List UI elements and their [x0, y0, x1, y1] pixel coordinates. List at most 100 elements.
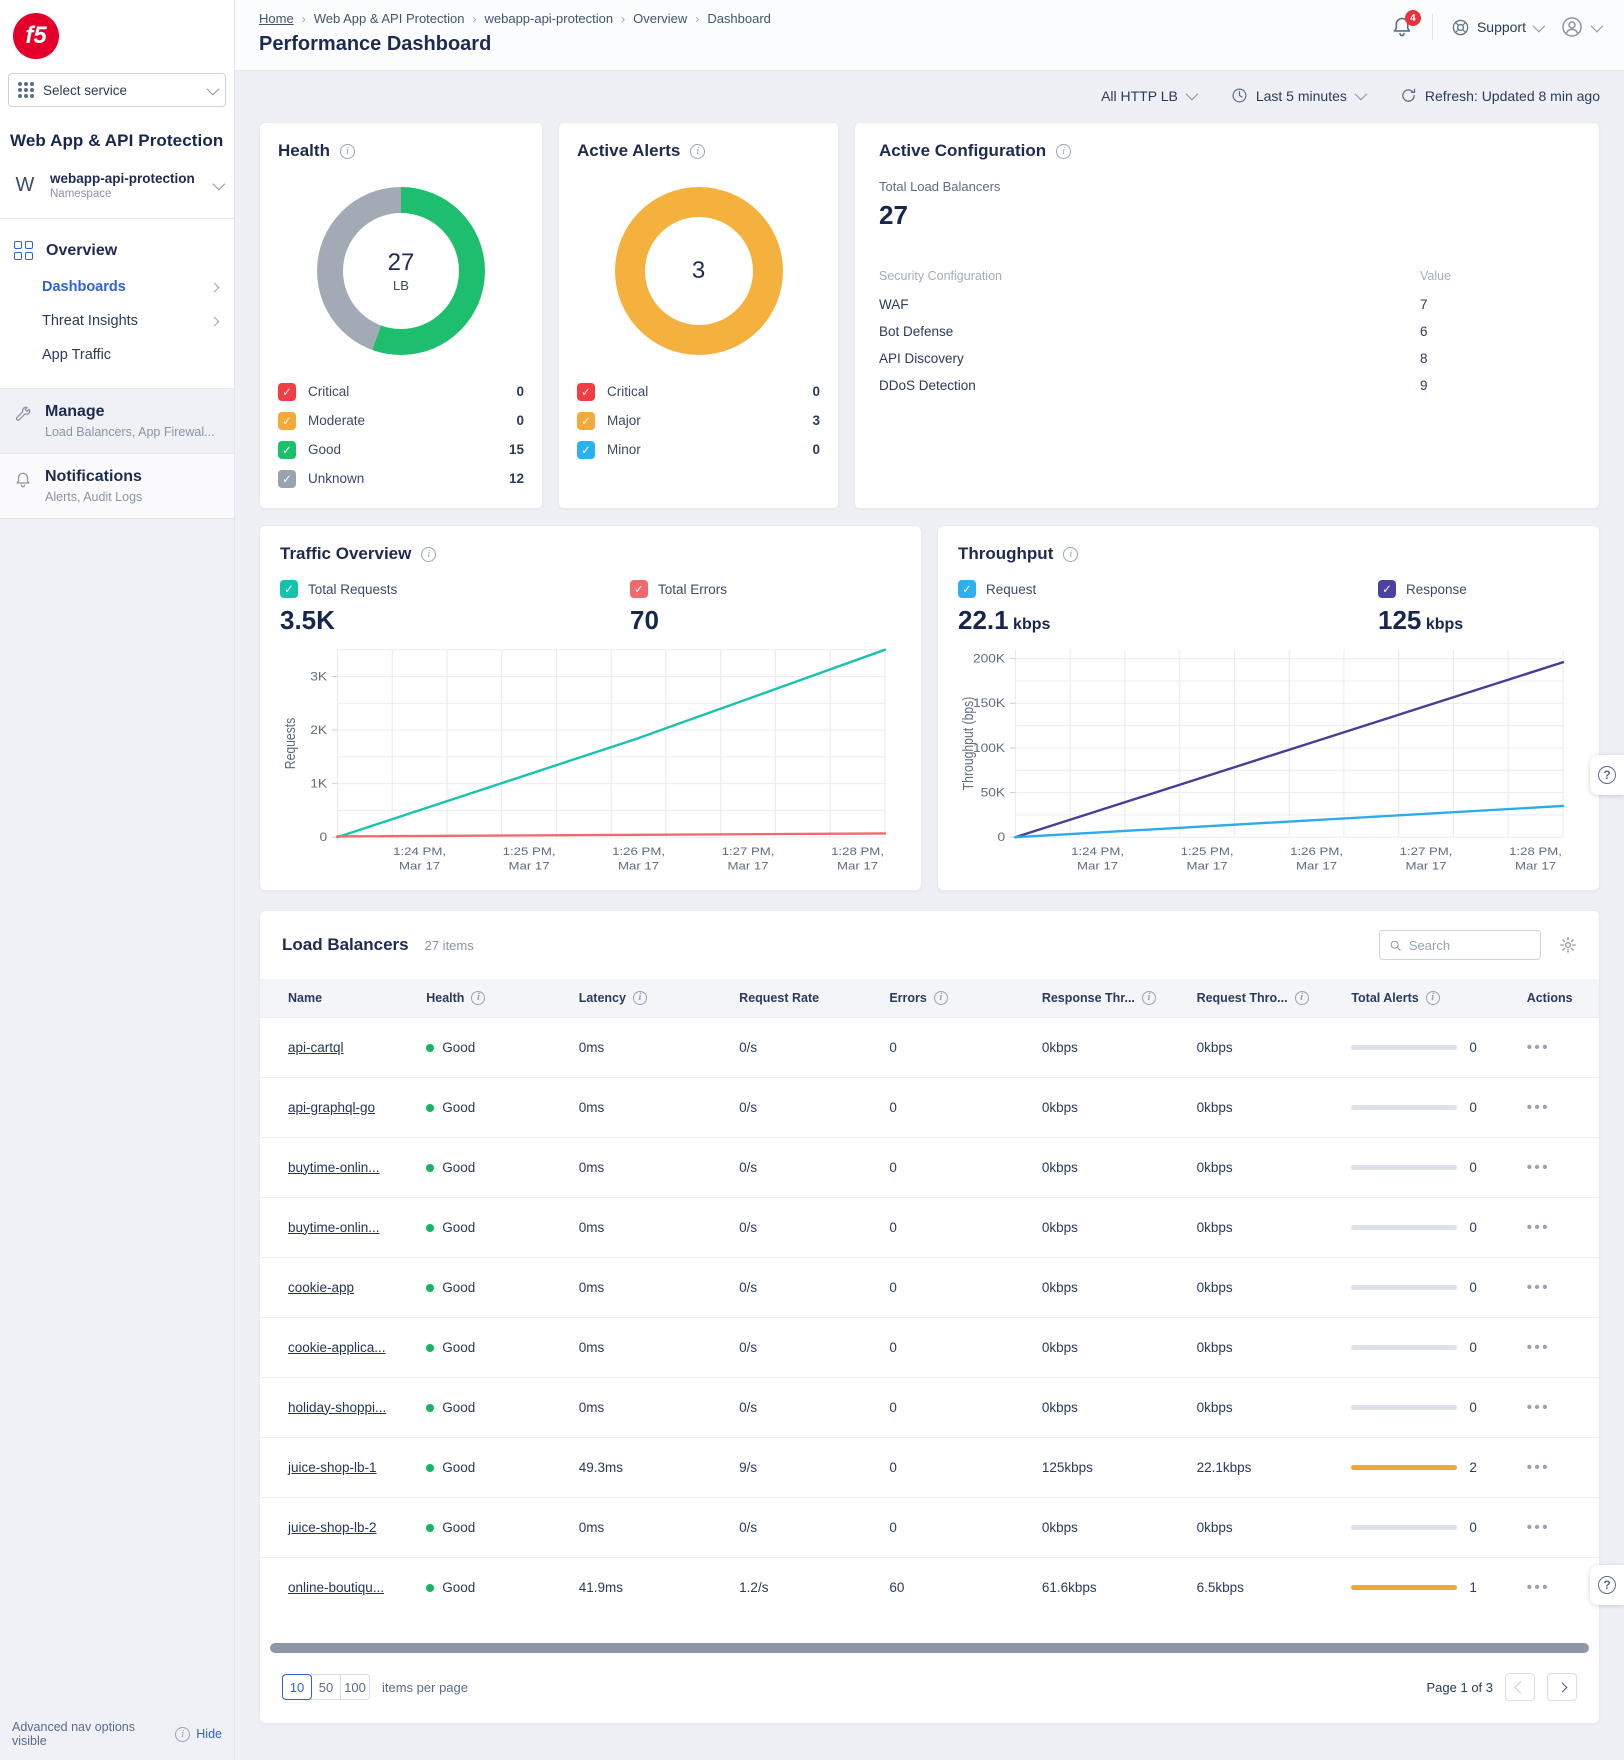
horizontal-scrollbar[interactable] — [270, 1643, 1589, 1653]
hide-link[interactable]: Hide — [196, 1727, 222, 1741]
checkbox-response[interactable]: ✓ — [1378, 580, 1396, 598]
select-service-dropdown[interactable]: Select service — [8, 73, 226, 107]
info-icon[interactable] — [1063, 547, 1078, 562]
alerts-bar — [1351, 1285, 1457, 1290]
cell-actions: ••• — [1527, 1017, 1599, 1077]
sidebar-item-app-traffic[interactable]: App Traffic — [0, 338, 234, 372]
info-icon[interactable] — [1142, 991, 1156, 1005]
checkbox-good[interactable]: ✓ — [278, 441, 296, 459]
breadcrumb-item[interactable]: Overview — [633, 11, 687, 26]
lb-name-link[interactable]: juice-shop-lb-1 — [288, 1460, 377, 1475]
checkbox-total-errors[interactable]: ✓ — [630, 580, 648, 598]
f5-logo[interactable]: f5 — [13, 13, 59, 59]
time-range-dropdown[interactable]: Last 5 minutes — [1231, 87, 1364, 104]
row-actions-button[interactable]: ••• — [1527, 1399, 1550, 1416]
breadcrumb-item[interactable]: webapp-api-protection — [484, 11, 613, 26]
info-icon[interactable] — [471, 991, 485, 1005]
sidebar-item-dashboards[interactable]: Dashboards — [0, 270, 234, 304]
search-input[interactable] — [1409, 938, 1531, 953]
info-icon[interactable] — [690, 144, 705, 159]
cell-request-rate: 0/s — [739, 1497, 889, 1557]
sidebar-item-overview[interactable]: Overview — [0, 231, 234, 270]
row-actions-button[interactable]: ••• — [1527, 1039, 1550, 1056]
legend-value: 0 — [516, 413, 524, 428]
column-header-latency[interactable]: Latency — [579, 979, 739, 1017]
column-header-total-alerts[interactable]: Total Alerts — [1351, 979, 1526, 1017]
cell-request-rate: 0/s — [739, 1377, 889, 1437]
checkbox-major[interactable]: ✓ — [577, 412, 595, 430]
lb-filter-dropdown[interactable]: All HTTP LB — [1101, 88, 1195, 104]
column-header-health[interactable]: Health — [426, 979, 578, 1017]
breadcrumb-item[interactable]: Home — [259, 11, 294, 26]
info-icon[interactable] — [421, 547, 436, 562]
support-menu[interactable]: Support — [1451, 18, 1542, 37]
page-size-10[interactable]: 10 — [282, 1674, 312, 1700]
info-icon[interactable] — [1426, 991, 1440, 1005]
column-header-name[interactable]: Name — [260, 979, 426, 1017]
column-header-errors[interactable]: Errors — [889, 979, 1041, 1017]
lb-name-link[interactable]: api-cartql — [288, 1040, 344, 1055]
checkbox-unknown[interactable]: ✓ — [278, 470, 296, 488]
legend-label: Good — [308, 442, 497, 457]
help-button[interactable]: ? — [1590, 755, 1624, 795]
stat-value: 3.5K — [280, 605, 630, 636]
lb-name-link[interactable]: juice-shop-lb-2 — [288, 1520, 377, 1535]
info-icon[interactable] — [934, 991, 948, 1005]
row-actions-button[interactable]: ••• — [1527, 1219, 1550, 1236]
row-actions-button[interactable]: ••• — [1527, 1339, 1550, 1356]
checkbox-critical[interactable]: ✓ — [278, 383, 296, 401]
prev-page-button[interactable] — [1505, 1673, 1535, 1701]
cell-response-throughput: 0kbps — [1042, 1077, 1197, 1137]
table-settings-button[interactable] — [1559, 936, 1577, 954]
column-header-request-thro-[interactable]: Request Thro... — [1197, 979, 1352, 1017]
info-icon[interactable] — [633, 991, 647, 1005]
sidebar-section-manage[interactable]: Manage Load Balancers, App Firewal... — [0, 389, 234, 454]
column-header-request-rate[interactable]: Request Rate — [739, 979, 889, 1017]
lb-name-link[interactable]: online-boutiqu... — [288, 1580, 384, 1595]
checkbox-total-requests[interactable]: ✓ — [280, 580, 298, 598]
checkbox-minor[interactable]: ✓ — [577, 441, 595, 459]
checkbox-critical[interactable]: ✓ — [577, 383, 595, 401]
lb-name-link[interactable]: api-graphql-go — [288, 1100, 375, 1115]
row-actions-button[interactable]: ••• — [1527, 1159, 1550, 1176]
question-mark-icon: ? — [1598, 1576, 1616, 1594]
refresh-button[interactable]: Refresh: Updated 8 min ago — [1400, 87, 1600, 104]
next-page-button[interactable] — [1547, 1673, 1577, 1701]
cell-latency: 0ms — [579, 1077, 739, 1137]
namespace-avatar: W — [12, 174, 38, 197]
help-button[interactable]: ? — [1590, 1565, 1624, 1605]
lb-name-link[interactable]: cookie-app — [288, 1280, 354, 1295]
breadcrumb-item[interactable]: Web App & API Protection — [314, 11, 465, 26]
svg-text:1:27 PM,Mar 17: 1:27 PM,Mar 17 — [722, 845, 775, 872]
column-header-response-thr-[interactable]: Response Thr... — [1042, 979, 1197, 1017]
row-actions-button[interactable]: ••• — [1527, 1519, 1550, 1536]
row-actions-button[interactable]: ••• — [1527, 1099, 1550, 1116]
checkbox-moderate[interactable]: ✓ — [278, 412, 296, 430]
page-size-50[interactable]: 50 — [311, 1674, 341, 1700]
lb-name-link[interactable]: cookie-applica... — [288, 1340, 386, 1355]
info-icon[interactable] — [340, 144, 355, 159]
sidebar-section-notifications[interactable]: Notifications Alerts, Audit Logs — [0, 454, 234, 519]
sidebar-item-threat-insights[interactable]: Threat Insights — [0, 304, 234, 338]
column-header-actions[interactable]: Actions — [1527, 979, 1599, 1017]
info-icon[interactable] — [1295, 991, 1309, 1005]
row-actions-button[interactable]: ••• — [1527, 1279, 1550, 1296]
search-box[interactable] — [1379, 930, 1541, 960]
page-size-100[interactable]: 100 — [340, 1674, 370, 1700]
traffic-line-chart: 01K2K3K1:24 PM,Mar 171:25 PM,Mar 171:26 … — [280, 640, 901, 886]
cell-name: online-boutiqu... — [260, 1557, 426, 1617]
notifications-bell-button[interactable]: 4 — [1390, 15, 1414, 39]
info-icon[interactable] — [1056, 144, 1071, 159]
account-menu[interactable] — [1560, 15, 1600, 39]
lb-name-link[interactable]: holiday-shoppi... — [288, 1400, 386, 1415]
row-actions-button[interactable]: ••• — [1527, 1459, 1550, 1476]
lb-name-link[interactable]: buytime-onlin... — [288, 1160, 380, 1175]
lb-name-link[interactable]: buytime-onlin... — [288, 1220, 380, 1235]
row-actions-button[interactable]: ••• — [1527, 1579, 1550, 1596]
stat-label: Response — [1406, 582, 1467, 597]
cell-request-rate: 0/s — [739, 1197, 889, 1257]
namespace-selector[interactable]: W webapp-api-protection Namespace — [0, 167, 234, 218]
cell-name: cookie-applica... — [260, 1317, 426, 1377]
cell-request-throughput: 22.1kbps — [1197, 1437, 1352, 1497]
checkbox-request[interactable]: ✓ — [958, 580, 976, 598]
